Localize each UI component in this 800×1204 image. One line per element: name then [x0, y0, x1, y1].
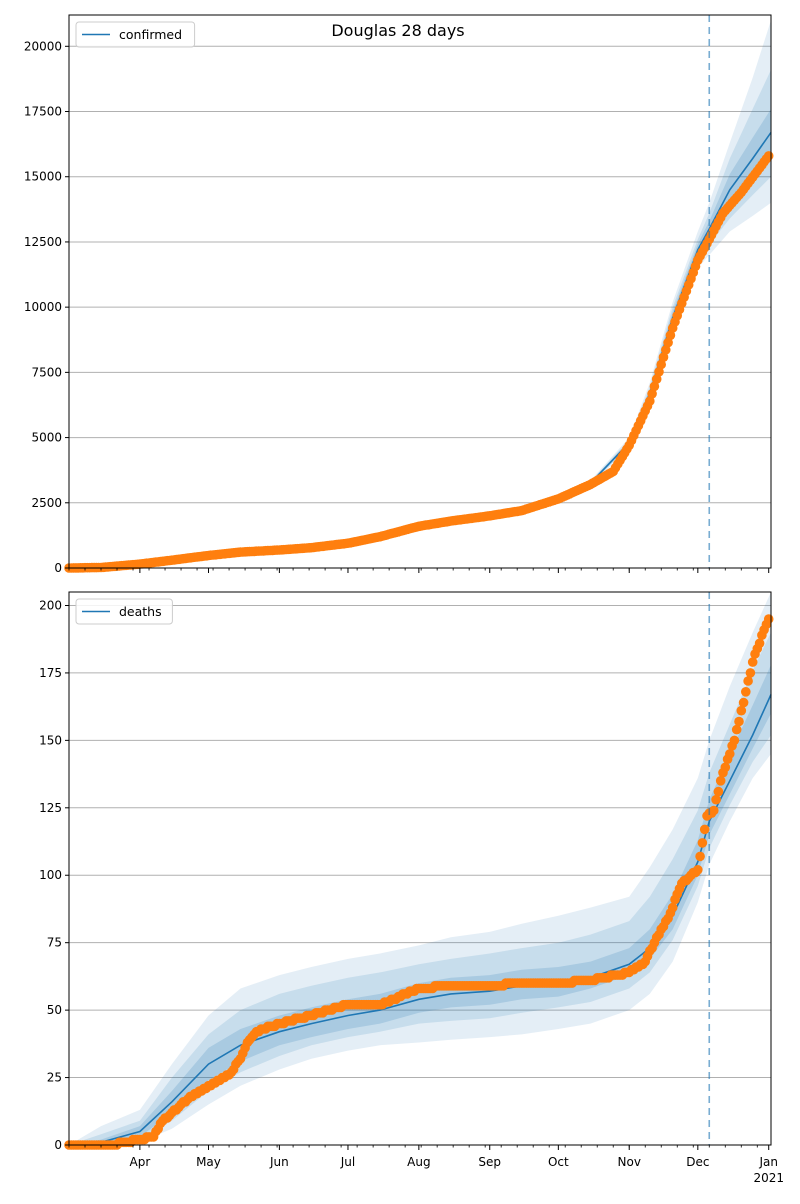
uncertainty-band [69, 632, 771, 1145]
y-tick-label: 12500 [24, 235, 62, 249]
observed-point [663, 337, 673, 348]
observed-point [697, 838, 708, 848]
observed-point [649, 381, 660, 392]
x-year-label: 2021 [753, 1171, 784, 1185]
observed-point [729, 735, 740, 746]
observed-point [738, 697, 749, 708]
legend-box [75, 598, 173, 625]
observed-point [654, 367, 664, 377]
y-tick-label: 7500 [31, 365, 62, 379]
x-tick-label: Apr [130, 1155, 151, 1169]
y-tick-label: 75 [47, 936, 62, 950]
y-tick-label: 175 [39, 666, 62, 680]
legend-label: deaths [119, 604, 162, 619]
x-tick-label: May [196, 1155, 221, 1169]
observed-point [709, 805, 719, 816]
observed-point [736, 705, 747, 716]
y-tick-label: 0 [54, 561, 62, 575]
y-tick-label: 100 [39, 868, 62, 882]
observed-point [734, 716, 744, 727]
observed-point [763, 614, 774, 624]
observed-point [745, 668, 756, 678]
observed-point [645, 396, 655, 406]
observed-point [741, 687, 751, 697]
observed-point [763, 151, 774, 161]
observed-point [665, 330, 676, 341]
y-tick-label: 17500 [24, 105, 62, 119]
observed-point [754, 638, 765, 649]
y-tick-label: 20000 [24, 39, 62, 53]
y-tick-label: 200 [39, 598, 62, 612]
x-tick-label: Aug [407, 1155, 430, 1169]
observed-point [647, 389, 657, 399]
observed-point [713, 786, 724, 797]
observed-point [658, 352, 669, 363]
axes-frame [68, 591, 772, 1146]
observed-point [731, 724, 742, 735]
observed-point [743, 676, 753, 686]
legend-label: confirmed [119, 27, 182, 42]
observed-point [725, 749, 735, 759]
uncertainty-band [69, 69, 771, 569]
y-tick-label: 0 [54, 1138, 62, 1152]
observed-point [656, 359, 666, 370]
x-tick-label: Oct [548, 1155, 569, 1169]
observed-point [699, 824, 710, 835]
observed-point [747, 657, 758, 667]
y-tick-label: 50 [47, 1003, 62, 1017]
y-tick-label: 25 [47, 1071, 62, 1085]
y-tick-label: 10000 [24, 300, 62, 314]
y-tick-label: 5000 [31, 431, 62, 445]
observed-point [720, 762, 731, 773]
x-tick-label: Sep [478, 1155, 501, 1169]
deaths-panel: 0 25 50 75 100 125 150 175 200 Apr May Jun Jul Aug Sep… [39, 591, 784, 1185]
uncertainty-band [69, 592, 771, 1145]
observed-point [693, 865, 703, 875]
y-tick-label: 125 [39, 801, 62, 815]
figure-title: Douglas 28 days [331, 21, 464, 40]
x-tick-label: Nov [618, 1155, 641, 1169]
y-tick-label: 15000 [24, 170, 62, 184]
axes-frame [68, 14, 772, 569]
uncertainty-band [69, 20, 771, 568]
x-tick-label: Jun [269, 1155, 289, 1169]
x-tick-label: Jan [758, 1155, 778, 1169]
x-tick-label: Dec [686, 1155, 709, 1169]
observed-point [715, 776, 726, 786]
observed-point [695, 851, 705, 862]
observed-point [667, 902, 678, 913]
legend-box [75, 21, 196, 48]
y-tick-label: 150 [39, 733, 62, 747]
x-tick-label: Jul [340, 1155, 355, 1169]
confirmed-panel: 0 2500 5000 7500 10000 12500 15000 17500 20000 co… [24, 14, 774, 575]
observed-point [661, 345, 671, 355]
observed-point [651, 374, 662, 384]
observed-point [711, 794, 721, 805]
y-tick-label: 2500 [31, 496, 62, 510]
